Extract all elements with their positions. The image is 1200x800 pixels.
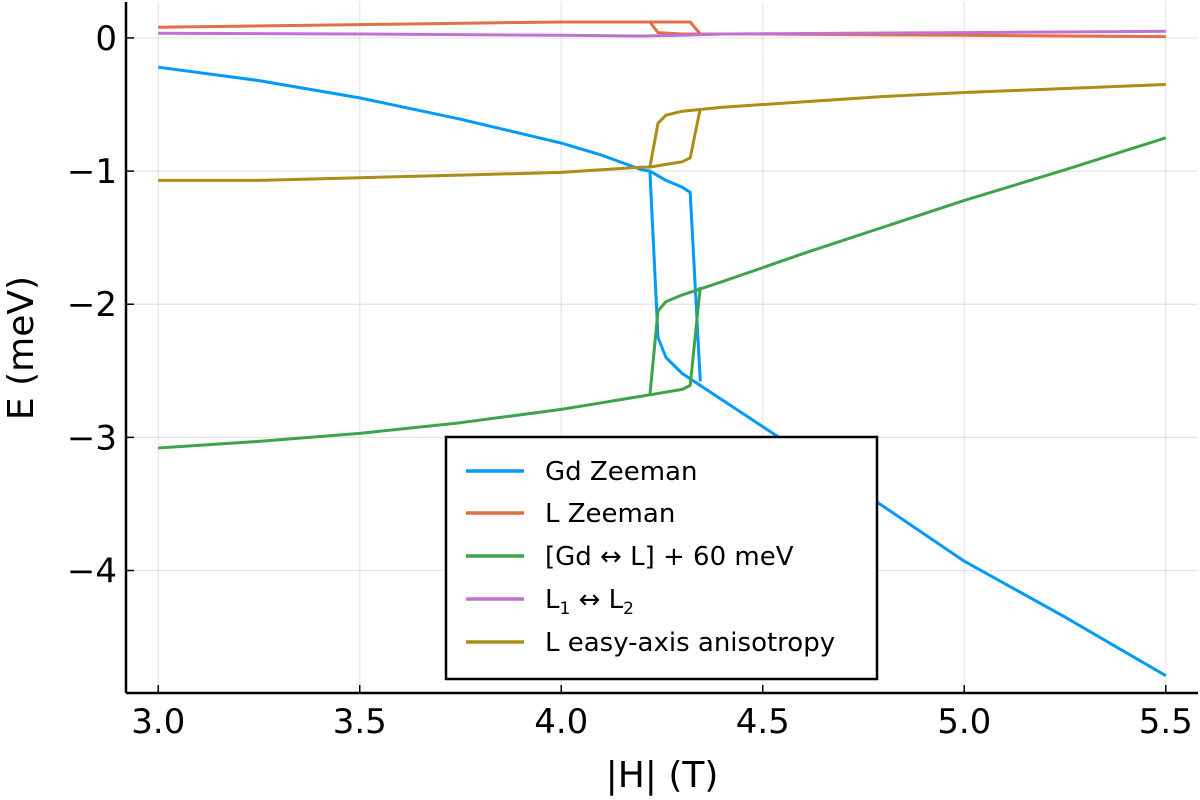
series-line — [158, 65, 1167, 677]
x-tick-label: 3.5 — [333, 702, 387, 742]
series-line — [158, 83, 1166, 182]
series-line — [158, 20, 1166, 39]
x-tick-label: 4.5 — [736, 702, 790, 742]
series-1 — [158, 20, 1166, 39]
series-line — [158, 29, 1166, 38]
series-layer — [158, 20, 1167, 677]
series-2 — [158, 136, 1167, 450]
legend-label: L Zeeman — [545, 499, 675, 529]
x-axis-title: |H| (T) — [606, 755, 719, 796]
y-tick-label: 0 — [95, 19, 117, 59]
y-axis-title: E (meV) — [1, 276, 42, 420]
series-3 — [158, 29, 1166, 38]
legend-label: [Gd ↔ L] + 60 meV — [545, 542, 794, 572]
series-line — [649, 169, 702, 382]
legend: Gd Zeeman L Zeeman [Gd ↔ L] + 60 meV L1 … — [444, 435, 879, 681]
legend-label: L easy-axis anisotropy — [545, 628, 835, 658]
legend-label: L1 ↔ L2 — [545, 585, 634, 619]
x-tick-label: 3.0 — [131, 702, 185, 742]
series-4 — [158, 83, 1166, 182]
series-line — [649, 20, 702, 35]
legend-item-l-zeeman: L Zeeman — [466, 499, 675, 529]
legend-frame — [444, 435, 879, 681]
legend-item-l-anisotropy: L easy-axis anisotropy — [466, 628, 835, 658]
y-tick-label: −2 — [67, 285, 117, 325]
legend-item-gd-l-exchange: [Gd ↔ L] + 60 meV — [466, 542, 794, 572]
series-line — [158, 136, 1167, 450]
legend-item-l1-l2-exchange: L1 ↔ L2 — [466, 585, 634, 619]
legend-item-gd-zeeman: Gd Zeeman — [466, 457, 697, 487]
x-ticks: 3.0 3.5 4.0 4.5 5.0 5.5 — [131, 685, 1193, 742]
y-tick-label: −1 — [67, 152, 117, 192]
series-0 — [158, 65, 1167, 677]
x-tick-label: 5.0 — [937, 702, 991, 742]
series-line — [649, 286, 702, 397]
x-tick-label: 4.0 — [534, 702, 588, 742]
y-tick-label: −3 — [67, 418, 117, 458]
series-line — [649, 108, 702, 169]
y-ticks: 0 −1 −2 −3 −4 — [67, 19, 134, 592]
y-tick-label: −4 — [67, 552, 117, 592]
x-tick-label: 5.5 — [1139, 702, 1193, 742]
axes — [124, 2, 1198, 695]
legend-label: Gd Zeeman — [545, 457, 697, 487]
